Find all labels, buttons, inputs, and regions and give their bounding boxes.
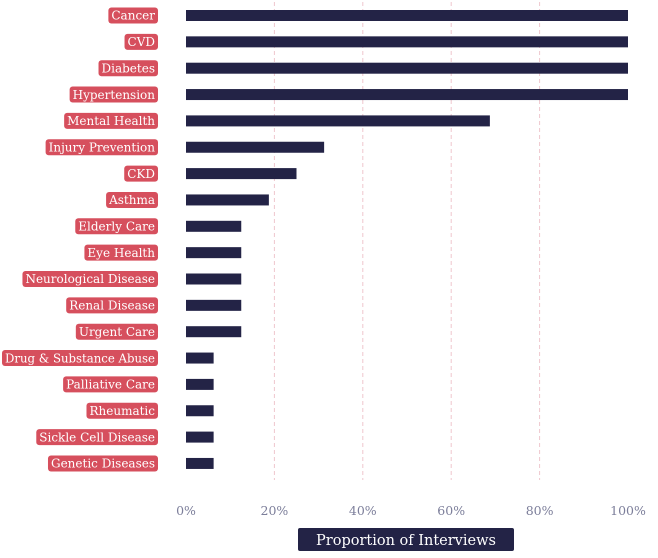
bar [186,36,628,48]
category-label-background [47,455,158,472]
category-label-background [124,165,158,182]
category-label-text: Palliative Care [66,378,155,392]
category-label-background [106,191,158,208]
x-tick-labels: 0% 20% 40% 60% 80% 100% [176,503,646,518]
x-axis-label-text: Proportion of Interviews [316,533,496,549]
bar [186,405,214,417]
x-tick-label: 80% [526,503,554,518]
category-labels: Cancer CVD Diabetes Hypertension Mental Heal… [2,7,158,472]
category-label: Drug & Substance Abuse [2,350,158,367]
category-label-text: Diabetes [102,61,155,75]
x-axis-label-background [298,528,514,551]
category-label: Mental Health [64,112,158,129]
x-tick-label: 20% [261,503,289,518]
bars [186,10,628,469]
category-label: Rheumatic [86,402,158,419]
category-label-background [98,60,158,77]
category-label-background [75,323,158,340]
category-label: Eye Health [84,244,158,261]
category-label-text: Renal Disease [69,299,155,313]
bar [186,10,628,21]
bar [186,168,297,180]
bar [186,431,214,443]
bar [186,326,242,338]
category-label: CVD [124,33,158,50]
category-label-background [63,376,158,393]
category-label: Asthma [106,191,158,208]
category-label-text: Urgent Care [79,325,155,339]
category-label-background [22,271,158,287]
category-label-text: Cancer [111,9,155,23]
category-label: Hypertension [69,86,158,103]
category-label-text: Mental Health [67,114,155,128]
bar [186,220,242,232]
bar [186,115,490,127]
category-label-text: Drug & Substance Abuse [5,351,155,365]
category-label-text: Sickle Cell Disease [39,430,155,444]
category-label-background [75,218,158,235]
category-label: Diabetes [98,60,158,77]
category-label: Palliative Care [63,376,158,393]
category-label: Cancer [108,7,158,24]
category-label: Injury Prevention [45,139,158,156]
bar [186,89,628,101]
category-label-text: Rheumatic [89,404,155,418]
category-label: Neurological Disease [22,271,158,287]
category-label-background [84,244,158,261]
category-label-background [2,350,158,367]
bar [186,247,242,259]
x-tick-label: 0% [176,503,196,518]
category-label: Sickle Cell Disease [36,429,158,446]
category-label-background [124,33,158,50]
category-label-text: Neurological Disease [25,272,155,286]
bar [186,273,242,285]
category-label: Elderly Care [75,218,158,235]
category-label-background [45,139,158,156]
category-label-background [86,402,158,419]
grid-lines [273,2,541,480]
x-tick-label: 60% [437,503,465,518]
category-label-text: Genetic Diseases [51,457,155,471]
bar [186,299,242,311]
category-label: CKD [124,165,158,182]
bar [186,141,325,153]
category-label-text: Hypertension [73,88,156,102]
category-label-background [66,297,158,314]
category-label-background [64,112,158,129]
category-label-text: Eye Health [87,246,155,260]
bar [186,378,214,390]
category-label: Genetic Diseases [47,455,158,472]
bar [186,62,628,74]
category-label: Urgent Care [75,323,158,340]
x-tick-label: 40% [349,503,377,518]
x-axis-label: Proportion of Interviews [298,528,514,551]
category-label-background [69,86,158,103]
category-label-background [108,7,158,24]
category-label-text: Injury Prevention [49,140,156,154]
bar [186,457,214,469]
category-label-background [36,429,158,446]
category-label-text: Asthma [108,193,155,207]
category-label: Renal Disease [66,297,158,314]
category-label-text: CKD [127,167,155,181]
bar [186,352,214,364]
category-label-text: CVD [128,35,155,49]
bar [186,194,269,206]
x-tick-label: 100% [610,503,646,518]
category-label-text: Elderly Care [78,220,155,234]
